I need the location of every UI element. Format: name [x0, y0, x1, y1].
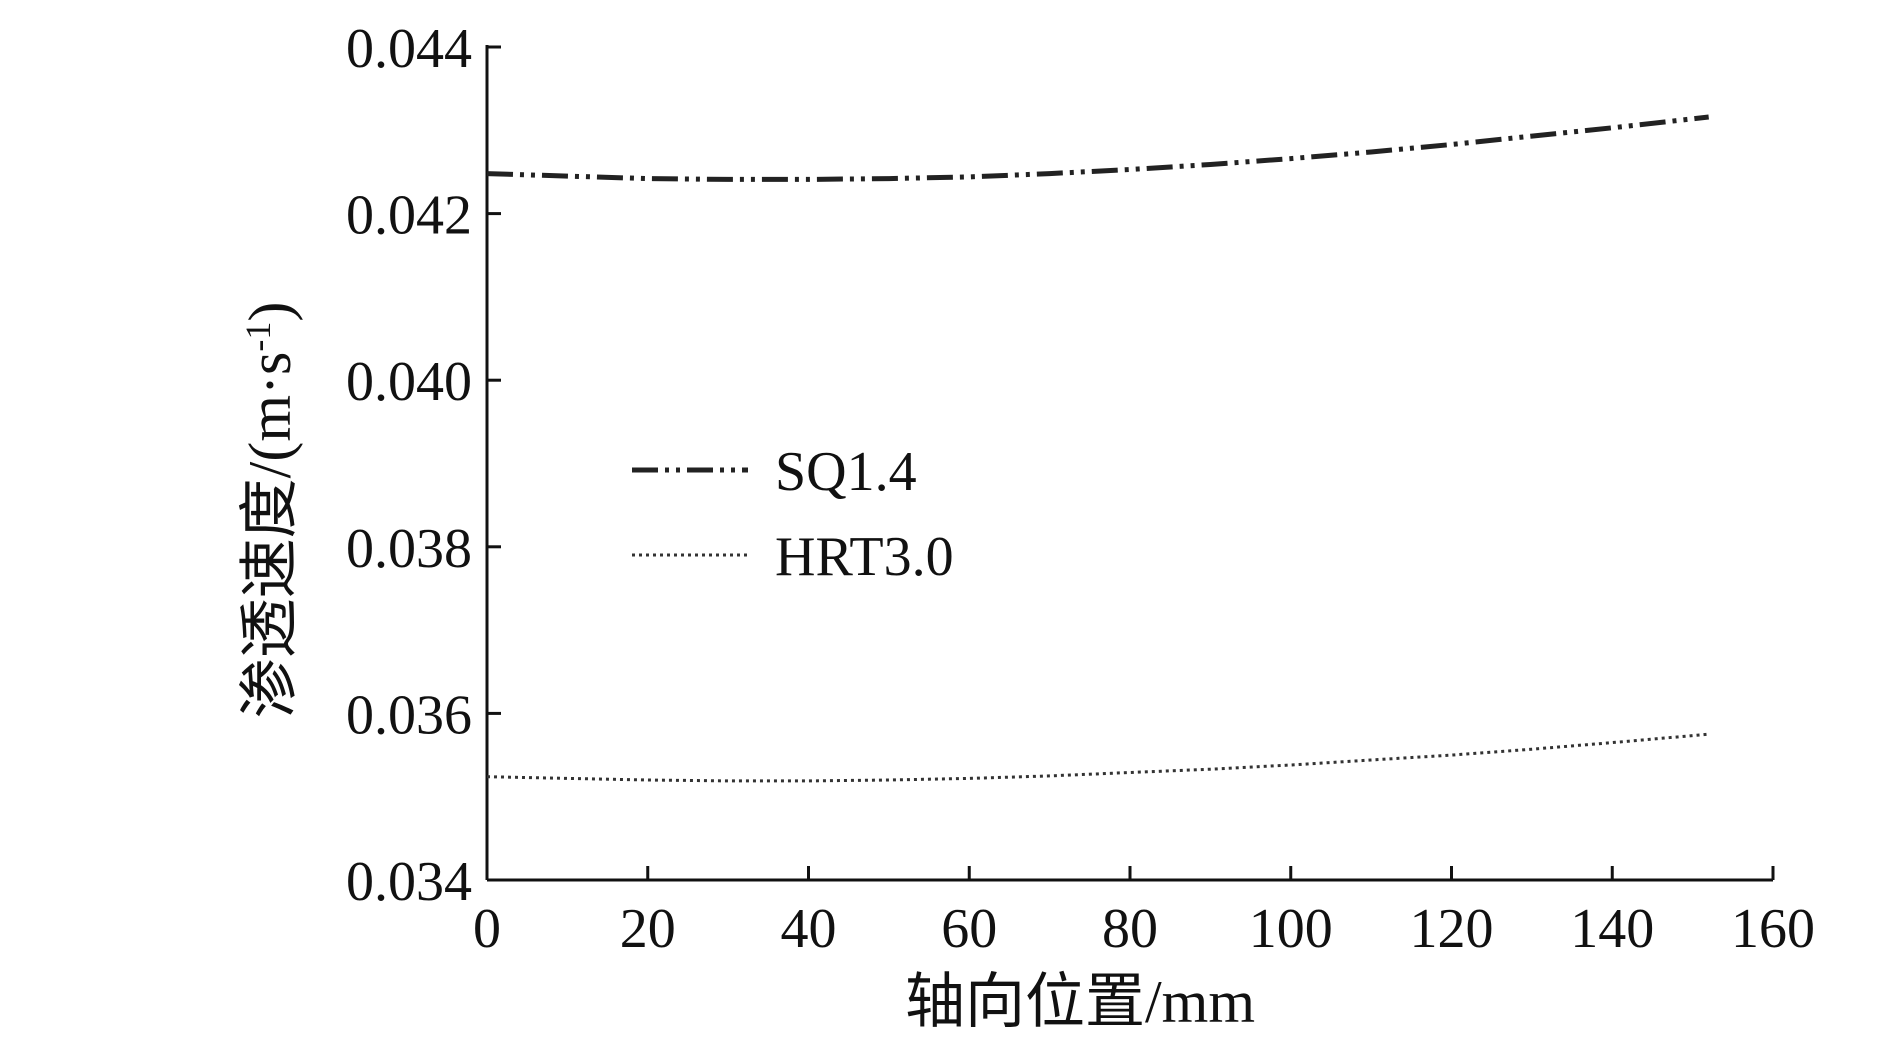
x-tick-label: 100: [1249, 898, 1333, 960]
x-tick-label: 60: [941, 898, 997, 960]
y-axis-title-main: 渗透速度/(m·s: [237, 352, 303, 719]
series-line-sq1-4: [486, 114, 1709, 182]
y-tick-label: 0.042: [346, 185, 472, 247]
series-line-hrt3-0: [486, 732, 1709, 783]
x-tick-label: 120: [1410, 898, 1494, 960]
y-tick-label: 0.038: [346, 518, 472, 580]
series: [486, 114, 1709, 783]
x-tick-label: 0: [473, 898, 501, 960]
legend: SQ1.4 HRT3.0: [632, 441, 954, 588]
y-tick-label: 0.034: [346, 851, 472, 913]
x-tick-label: 160: [1731, 898, 1815, 960]
x-tick-label: 20: [620, 898, 676, 960]
y-tick-label: 0.044: [346, 18, 472, 80]
y-axis-title: 渗透速度/(m·s-1): [237, 302, 303, 719]
y-axis-title-close: ): [237, 302, 303, 322]
x-axis-title: 轴向位置/mm: [905, 969, 1255, 1035]
y-tick-label: 0.036: [346, 684, 472, 746]
x-tick-label: 80: [1102, 898, 1158, 960]
y-axis-title-superscript: -1: [238, 322, 278, 352]
x-tick-label: 40: [781, 898, 837, 960]
ticks: 0 20 40 60 80 100 120 140 160 0.034 0.036 0.038 0.04…: [346, 18, 1815, 960]
y-axis-title-group: 渗透速度/(m·s-1): [237, 302, 303, 719]
legend-label: SQ1.4: [775, 441, 917, 503]
legend-label: HRT3.0: [775, 526, 954, 588]
y-tick-label: 0.040: [346, 351, 472, 413]
axes: [485, 45, 1773, 882]
x-tick-label: 140: [1570, 898, 1654, 960]
